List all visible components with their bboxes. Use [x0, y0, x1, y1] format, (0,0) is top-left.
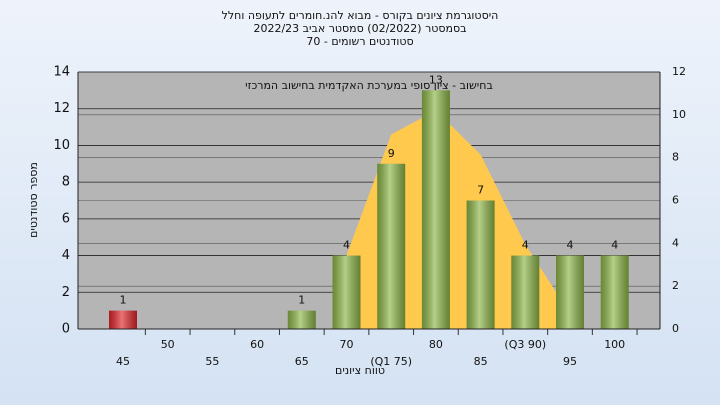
chart-title: בסמסטר (02/2022) סמסטר אביב 2022/23: [253, 22, 466, 35]
subtitle: בחישוב - ציון סופי במערכת האקדמית בחישוב…: [245, 79, 493, 92]
bar-shade: [287, 310, 316, 329]
x-tick-label: 95: [563, 355, 577, 368]
data-label: 1: [120, 294, 127, 307]
x-tick-label: 70: [340, 338, 354, 351]
data-label: 4: [343, 239, 350, 252]
y2-tick-label: 12: [672, 65, 686, 78]
x-axis-label: טווח ציונים: [335, 364, 385, 377]
y2-tick-label: 0: [672, 322, 679, 335]
y2-tick-label: 8: [672, 151, 679, 164]
y2-tick-label: 10: [672, 108, 686, 121]
chart-title: סטודנטים רשומים - 70: [306, 35, 413, 48]
data-label: 4: [611, 239, 618, 252]
y2-tick-label: 6: [672, 194, 679, 207]
bar-shade: [332, 255, 361, 329]
y-tick-label: 10: [53, 138, 70, 153]
data-label: 7: [477, 184, 484, 197]
data-label: 9: [388, 147, 395, 160]
x-tick-label: 60: [250, 338, 264, 351]
bar-shade: [377, 163, 406, 329]
x-tick-label: 80: [429, 338, 443, 351]
y-tick-label: 0: [62, 322, 70, 337]
data-label: 4: [522, 239, 529, 252]
y-axis-label: מספר סטודנטים: [27, 162, 40, 238]
y-tick-label: 12: [53, 101, 70, 116]
y-tick-label: 14: [53, 65, 70, 80]
x-tick-label: 55: [205, 355, 219, 368]
bar-shade: [421, 90, 450, 329]
chart-title: היסטוגרמת ציונים בקורס - מבוא להנ.חומרים…: [222, 9, 499, 22]
x-tick-label: (Q3 90): [504, 338, 546, 351]
data-label: 4: [567, 239, 574, 252]
y-tick-label: 4: [62, 248, 70, 263]
x-tick-label: (Q1 75): [370, 355, 412, 368]
y-tick-label: 2: [62, 285, 70, 300]
x-tick-label: 65: [295, 355, 309, 368]
bar-shade: [556, 255, 584, 329]
x-tick-label: 100: [604, 338, 625, 351]
y-tick-label: 8: [62, 175, 70, 190]
x-tick-label: 45: [116, 355, 130, 368]
bar-shade: [600, 255, 629, 329]
x-tick-label: 85: [474, 355, 488, 368]
bar-shade: [109, 310, 137, 329]
x-tick-label: 50: [161, 338, 175, 351]
y2-tick-label: 2: [672, 279, 679, 292]
y2-tick-label: 4: [672, 236, 679, 249]
bar-shade: [466, 200, 495, 329]
data-label: 13: [429, 73, 443, 86]
bar-shade: [511, 255, 540, 329]
y-tick-label: 6: [62, 211, 70, 226]
data-label: 1: [298, 294, 305, 307]
